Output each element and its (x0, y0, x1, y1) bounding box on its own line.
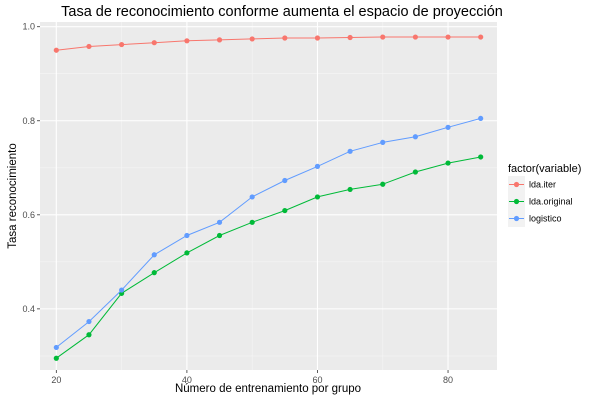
data-point (347, 186, 353, 193)
data-point (478, 34, 484, 40)
legend-key-point (513, 181, 520, 188)
series-logistico (53, 115, 484, 351)
legend-key-point (513, 198, 520, 205)
series-line (56, 156, 481, 359)
data-point (119, 287, 125, 293)
legend-label: lda.original (529, 197, 573, 207)
data-point (53, 344, 59, 351)
data-point (249, 194, 255, 200)
data-point (445, 160, 451, 166)
grid-lines (40, 22, 497, 370)
data-point (184, 232, 190, 239)
data-point (412, 134, 418, 140)
x-axis-title: Número de entrenamiento por grupo (175, 383, 361, 395)
data-point (282, 35, 288, 41)
data-point (53, 355, 59, 361)
data-point (151, 270, 157, 276)
data-point (412, 34, 418, 40)
data-point (216, 37, 223, 43)
data-point (314, 194, 321, 200)
data-point (184, 250, 190, 256)
legend-item-logistico: logistico (508, 210, 562, 227)
y-tick-label: 1.0 (22, 22, 35, 32)
legend-title: factor(variable) (508, 163, 581, 175)
legend-label: lda.iter (529, 180, 556, 190)
x-tick-label: 20 (51, 375, 61, 385)
data-point (282, 177, 288, 184)
chart-title: Tasa de reconocimiento conforme aumenta … (61, 4, 503, 20)
data-point (86, 43, 92, 50)
data-point (380, 139, 386, 145)
legend-item-lda-original: lda.original (508, 193, 573, 210)
data-point (249, 36, 255, 42)
data-point (184, 38, 190, 44)
y-tick-label: 0.4 (22, 304, 35, 314)
data-point (347, 148, 353, 154)
plot-panel (40, 22, 497, 370)
series-line (56, 36, 481, 51)
legend-items: lda.iter lda.original logistico (508, 176, 573, 227)
data-point (347, 34, 353, 41)
legend-item-lda-iter: lda.iter (508, 176, 556, 193)
data-point (151, 40, 157, 46)
data-point (216, 232, 223, 239)
data-point (282, 207, 288, 214)
series-lines (53, 34, 484, 361)
series-lda-iter (53, 34, 484, 53)
data-point (445, 34, 451, 40)
data-point (412, 169, 418, 175)
data-point (53, 47, 59, 53)
data-point (119, 41, 125, 48)
series-line (55, 117, 481, 348)
x-tick-label: 80 (443, 375, 453, 385)
data-point (314, 35, 321, 41)
legend-label: logistico (529, 214, 562, 224)
legend-key-point (513, 215, 520, 222)
y-tick-label: 0.6 (22, 210, 35, 220)
x-tick-label: 40 (182, 375, 192, 385)
data-point (249, 219, 255, 225)
y-tick-label: 0.8 (22, 116, 35, 126)
x-tick-label: 60 (312, 375, 322, 385)
data-point (380, 181, 386, 187)
data-point (478, 154, 484, 160)
data-point (151, 252, 157, 258)
data-point (380, 34, 386, 40)
data-point (86, 318, 92, 325)
data-point (445, 124, 451, 130)
legend: factor(variable) lda.iter lda.original log… (508, 163, 581, 227)
series-lda-original (53, 154, 484, 361)
y-axis-title: Tasa reconocimiento (7, 143, 19, 248)
data-point (314, 163, 321, 169)
data-point (86, 332, 92, 338)
data-point (478, 115, 484, 122)
axes: 20 40 60 80 0.4 0.6 0.8 1.0 (22, 22, 453, 385)
data-point (216, 219, 223, 225)
